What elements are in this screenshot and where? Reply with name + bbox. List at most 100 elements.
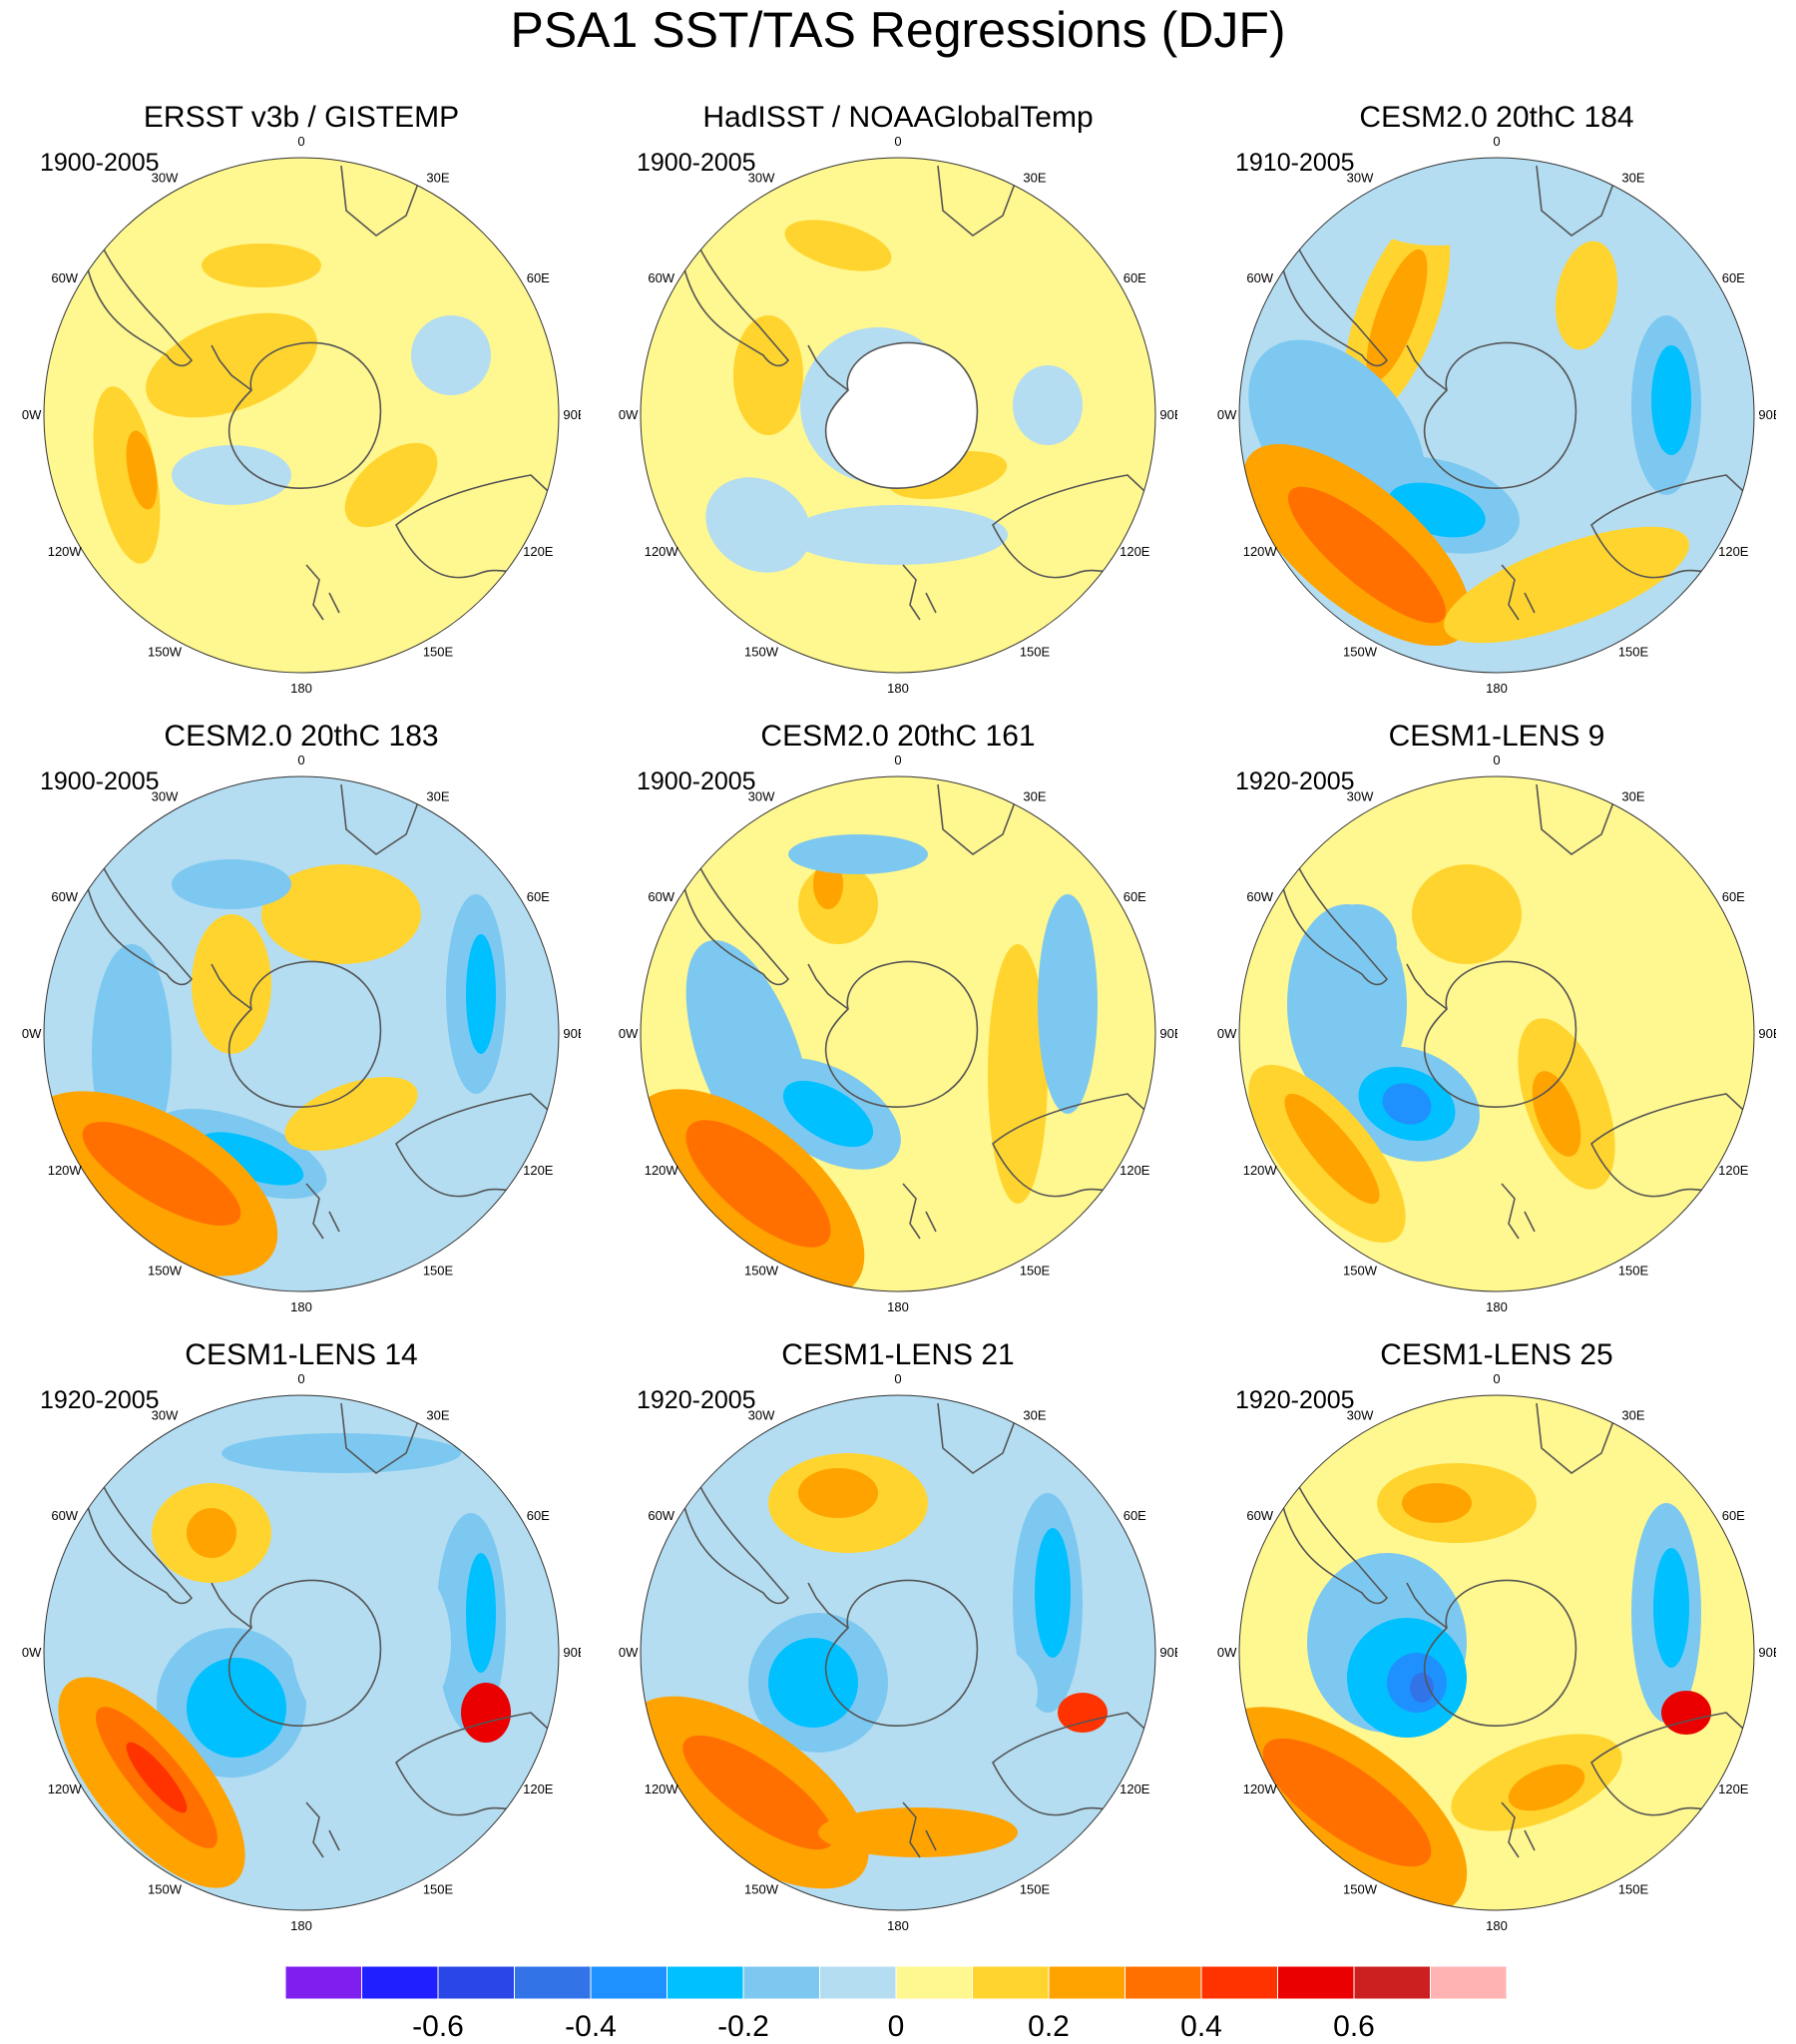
new-zealand-coastline <box>902 564 937 621</box>
longitude-label: 30W <box>1347 789 1374 804</box>
contour-region <box>784 220 892 271</box>
contour-region <box>466 1553 496 1673</box>
longitude-label: 150E <box>1618 1263 1649 1278</box>
longitude-label: 60W <box>1246 889 1273 904</box>
contour-region <box>1661 1691 1711 1735</box>
longitude-label: 30W <box>748 1408 775 1423</box>
colorbar-swatch <box>590 1965 668 2000</box>
panel-period: 1920-2005 <box>40 1386 160 1414</box>
longitude-label: 150E <box>423 1881 454 1896</box>
africa-coastline <box>937 783 1019 855</box>
polar-map: 0 30E 60E 90E 120E 150E 180 150W 120W 90W 60W 30W <box>22 755 581 1313</box>
contour-region <box>199 1132 304 1186</box>
longitude-label: 90W <box>22 1026 42 1041</box>
peninsula-coastline <box>1406 963 1448 1010</box>
new-zealand-coastline <box>1501 1183 1536 1240</box>
map-border <box>1238 1394 1755 1911</box>
longitude-label: 30E <box>1621 789 1644 804</box>
longitude-label: 120W <box>1243 1782 1278 1796</box>
longitude-label: 180 <box>1486 1299 1508 1313</box>
contour-region <box>126 1742 188 1813</box>
longitude-label: 30E <box>1023 789 1046 804</box>
longitude-label: 60E <box>527 889 550 904</box>
contour-region <box>818 1807 1018 1857</box>
longitude-label: 0 <box>1493 755 1500 767</box>
longitude-label: 150W <box>744 1881 779 1896</box>
map-border <box>43 1394 560 1911</box>
colorbar-tick-label: -0.4 <box>565 2010 617 2043</box>
longitude-label: 120E <box>1120 1782 1150 1796</box>
map-panel: CESM2.0 20thC 161 0 30E 60E 90E 120E 150E 180 15… <box>619 719 1177 1317</box>
south-america-coastline <box>86 1481 194 1605</box>
contour-region <box>1377 206 1497 246</box>
africa-coastline <box>1536 1402 1617 1474</box>
longitude-label: 0 <box>297 755 304 767</box>
longitude-label: 150E <box>423 644 454 659</box>
contour-region <box>798 1468 878 1518</box>
new-zealand-coastline <box>1501 1801 1536 1858</box>
contour-region <box>988 944 1048 1204</box>
longitude-label: 150E <box>1618 644 1649 659</box>
longitude-label: 60E <box>1123 270 1146 285</box>
longitude-label: 30E <box>1023 1408 1046 1423</box>
longitude-label: 0 <box>1493 136 1500 149</box>
longitude-label: 180 <box>887 1918 909 1932</box>
longitude-label: 30W <box>1347 171 1374 186</box>
longitude-label: 150W <box>148 644 183 659</box>
peninsula-coastline <box>211 963 252 1010</box>
contour-region <box>411 315 491 395</box>
map-panel: CESM1-LENS 9 0 30E 60E 90E 120E 150E 180 150W 120… <box>1217 719 1776 1317</box>
longitude-label: 0 <box>894 1373 901 1386</box>
contour-region <box>1013 365 1083 445</box>
panel-period: 1920-2005 <box>1235 767 1355 795</box>
contour-region <box>192 914 271 1054</box>
polar-map: 0 30E 60E 90E 120E 150E 180 150W 120W 90W 60W 30W <box>619 1373 1177 1932</box>
longitude-label: 150E <box>1020 1881 1051 1896</box>
longitude-label: 30E <box>426 1408 449 1423</box>
longitude-label: 120W <box>48 1163 83 1178</box>
new-zealand-coastline <box>305 564 340 621</box>
longitude-label: 90E <box>1159 1645 1177 1660</box>
longitude-label: 60E <box>527 270 550 285</box>
peninsula-coastline <box>1406 1582 1448 1629</box>
longitude-label: 90E <box>1758 1645 1776 1660</box>
colorbar-swatch <box>284 1965 362 2000</box>
contour-region <box>1508 1764 1585 1811</box>
longitude-label: 180 <box>290 1918 312 1932</box>
longitude-label: 120E <box>1718 1782 1749 1796</box>
colorbar-swatch <box>667 1965 744 2000</box>
longitude-label: 60E <box>1722 889 1745 904</box>
longitude-label: 0 <box>894 755 901 767</box>
south-america-coastline <box>682 862 790 986</box>
longitude-label: 150E <box>1020 1263 1051 1278</box>
south-america-coastline <box>1281 862 1389 986</box>
map-border <box>43 157 560 674</box>
longitude-label: 60E <box>527 1508 550 1523</box>
contour-region <box>733 315 803 435</box>
map-panel: CESM1-LENS 21 0 30E 60E 90E 120E 150E 180 150W 12… <box>619 1337 1177 1936</box>
longitude-label: 120W <box>1243 544 1278 559</box>
map-border <box>640 775 1156 1292</box>
longitude-label: 90W <box>1217 407 1237 422</box>
longitude-label: 180 <box>887 1299 909 1313</box>
longitude-label: 150W <box>1343 1881 1378 1896</box>
colorbar-swatch <box>819 1965 897 2000</box>
colorbar-tick-label: 0.2 <box>1028 2010 1070 2043</box>
longitude-label: 180 <box>290 1299 312 1313</box>
colorbar-swatch <box>1277 1965 1355 2000</box>
polar-map: 0 30E 60E 90E 120E 150E 180 150W 120W 90W 60W 30W <box>619 136 1177 695</box>
longitude-label: 0 <box>894 136 901 149</box>
longitude-label: 60E <box>1722 1508 1745 1523</box>
contour-region <box>1288 486 1446 624</box>
contour-region <box>187 1508 236 1558</box>
contour-region <box>1366 249 1428 382</box>
map-panel: CESM2.0 20thC 183 0 30E 60E 90E 120E 150E 180 15… <box>22 719 581 1317</box>
longitude-label: 120W <box>645 1782 679 1796</box>
contour-region <box>1038 894 1098 1114</box>
contour-region <box>705 477 811 573</box>
contour-region <box>768 1638 858 1728</box>
polar-map: 0 30E 60E 90E 120E 150E 180 150W 120W 90W 60W 30W <box>22 1373 581 1932</box>
contour-region <box>788 505 1008 565</box>
longitude-label: 90W <box>619 407 639 422</box>
map-border <box>43 775 560 1292</box>
